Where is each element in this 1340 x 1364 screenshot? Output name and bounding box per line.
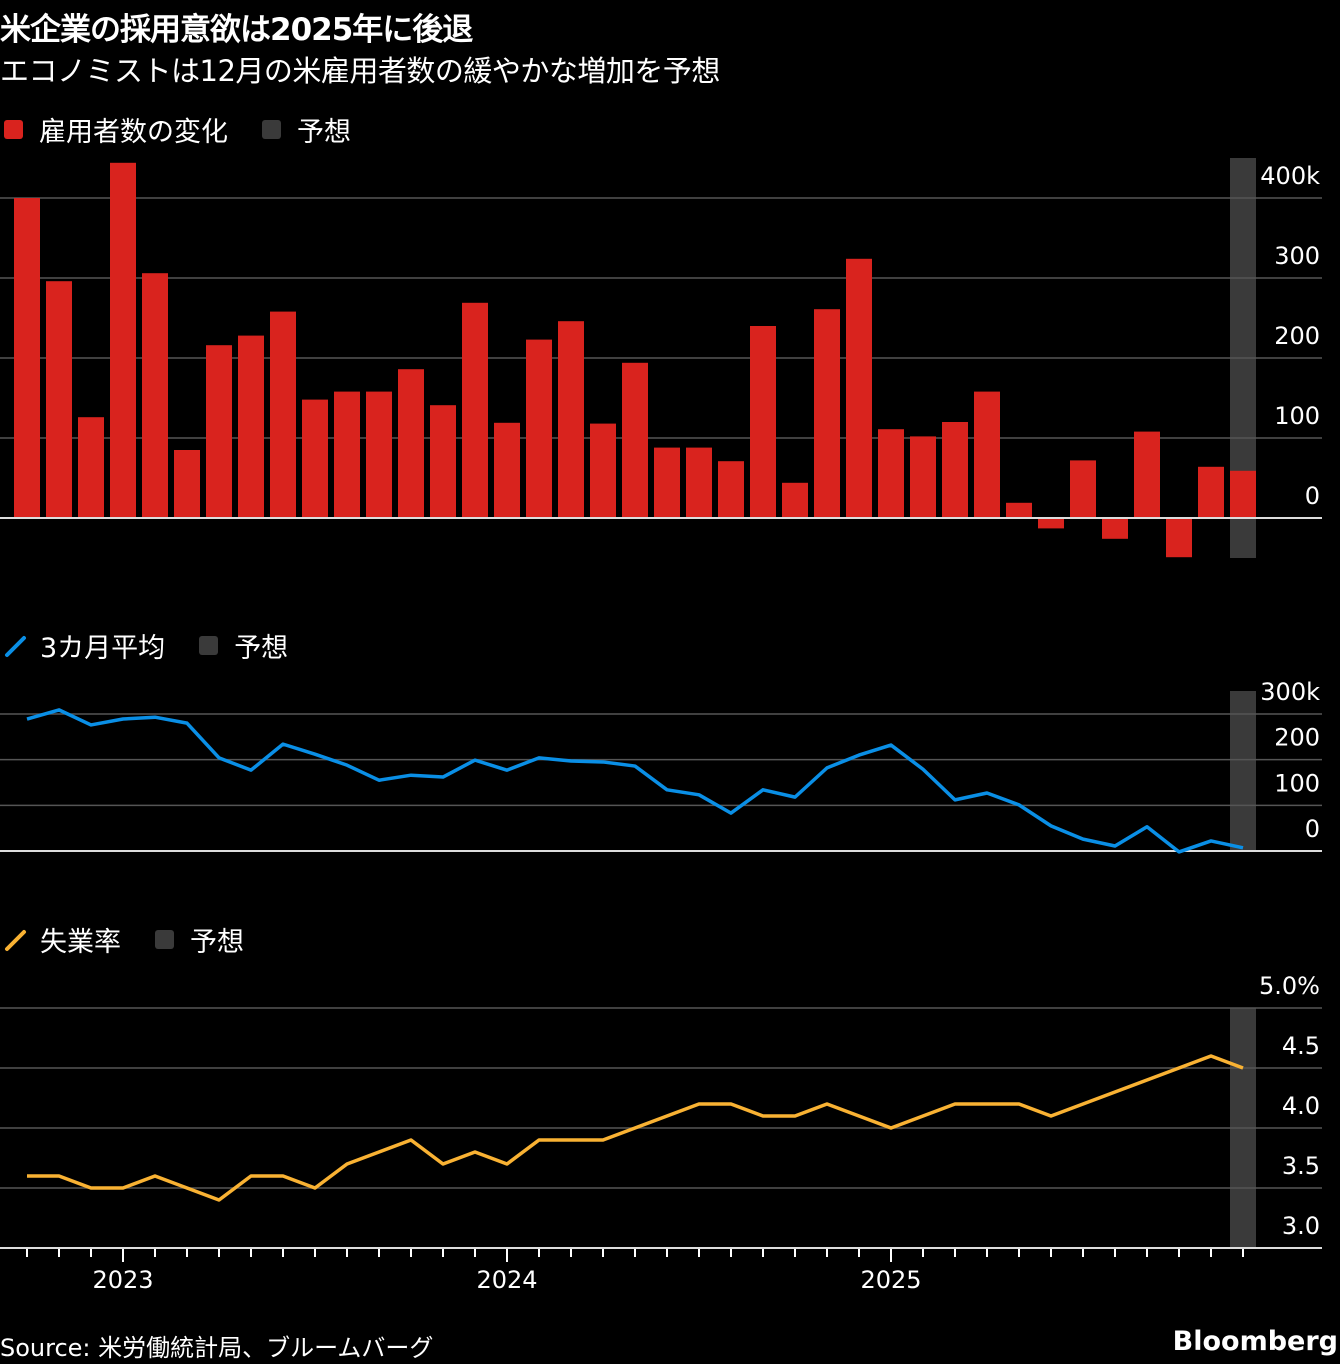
legend-label-forecast: 予想 <box>234 633 289 664</box>
legend-unemployment: 失業率 予想 <box>4 920 278 959</box>
y-tick-label: 0 <box>1305 815 1320 843</box>
bar-2024-07 <box>686 447 712 518</box>
bar-2024-02 <box>526 339 552 518</box>
y-tick-label: 3.5 <box>1282 1152 1320 1180</box>
legend-label-forecast: 予想 <box>190 927 244 958</box>
bar-2024-01 <box>494 422 520 518</box>
unemployment-line <box>27 1054 1244 1202</box>
bar-2023-01 <box>110 162 136 519</box>
bar-2024-05 <box>622 362 648 518</box>
bar-2023-05 <box>238 335 264 518</box>
chart-subtitle: エコノミストは12月の米雇用者数の緩やかな増加を予想 <box>0 54 720 88</box>
legend-line-icon-unemployment <box>5 929 26 951</box>
legend-swatch-forecast <box>199 636 219 655</box>
bar-2025-09 <box>1134 431 1160 518</box>
chart-title: 米企業の採用意欲は2025年に後退 <box>0 12 473 48</box>
y-tick-label: 400k <box>1260 162 1320 190</box>
bar-2023-03 <box>174 450 200 518</box>
source-note: Source: 米労働統計局、ブルームバーグ <box>0 1334 434 1362</box>
bar-2024-08 <box>718 461 744 518</box>
forecast-band <box>1230 691 1256 851</box>
bar-2023-08 <box>334 391 360 518</box>
bar-2023-09 <box>366 391 392 518</box>
legend-label-avg: 3カ月平均 <box>40 633 166 664</box>
legend-line-icon-avg <box>5 635 26 657</box>
legend-swatch-forecast <box>262 120 281 139</box>
bar-2025-06 <box>1038 518 1064 529</box>
bar-2024-06 <box>654 447 680 518</box>
bar-2023-10 <box>398 369 424 518</box>
bar-2025-08 <box>1102 518 1128 539</box>
y-tick-label: 300k <box>1260 678 1320 706</box>
legend-payrolls: 雇用者数の変化 予想 <box>4 110 385 149</box>
bar-2023-06 <box>270 311 296 518</box>
bloomberg-logo: Bloomberg <box>1172 1326 1338 1357</box>
bar-2024-12 <box>846 258 872 518</box>
bar-2025-04 <box>974 391 1000 518</box>
avg-line <box>26 708 1244 854</box>
bar-2023-11 <box>430 405 456 518</box>
legend-3month-avg: 3カ月平均 予想 <box>4 626 322 665</box>
y-tick-label: 200 <box>1274 322 1320 350</box>
bar-2023-12 <box>462 302 488 518</box>
legend-swatch-payrolls <box>4 120 23 139</box>
bar-2023-04 <box>206 345 232 518</box>
legend-label-forecast: 予想 <box>297 117 351 148</box>
x-year-label: 2025 <box>860 1266 921 1294</box>
bar-2024-10 <box>782 482 808 518</box>
legend-label-payrolls: 雇用者数の変化 <box>39 117 228 148</box>
bar-2024-09 <box>750 326 776 518</box>
legend-label-unemployment: 失業率 <box>40 927 121 958</box>
bar-2025-12 <box>1230 470 1256 518</box>
bar-2025-11 <box>1198 466 1224 518</box>
y-tick-label: 3.0 <box>1282 1212 1320 1240</box>
bar-2024-04 <box>590 423 616 518</box>
y-tick-label: 0 <box>1305 482 1320 510</box>
bar-2025-03 <box>942 422 968 518</box>
y-tick-label: 200 <box>1274 724 1320 752</box>
bar-2025-05 <box>1006 502 1032 518</box>
bar-2023-02 <box>142 273 168 518</box>
y-tick-label: 4.0 <box>1282 1092 1320 1120</box>
x-year-label: 2023 <box>92 1266 153 1294</box>
bar-2022-12 <box>78 417 104 518</box>
y-tick-label: 4.5 <box>1282 1032 1320 1060</box>
y-tick-label: 100 <box>1274 769 1320 797</box>
y-tick-label: 300 <box>1274 242 1320 270</box>
y-tick-label: 5.0% <box>1259 972 1320 1000</box>
bar-2025-07 <box>1070 460 1096 518</box>
bar-2024-11 <box>814 309 840 518</box>
y-tick-label: 100 <box>1274 402 1320 430</box>
bar-2025-10 <box>1166 518 1192 558</box>
x-year-label: 2024 <box>476 1266 537 1294</box>
bar-2022-10 <box>14 198 40 518</box>
bar-2025-01 <box>878 429 904 518</box>
bar-2025-02 <box>910 436 936 518</box>
bar-2024-03 <box>558 321 584 518</box>
bar-2023-07 <box>302 399 328 518</box>
legend-swatch-forecast <box>155 930 174 949</box>
bar-2022-11 <box>46 281 72 518</box>
